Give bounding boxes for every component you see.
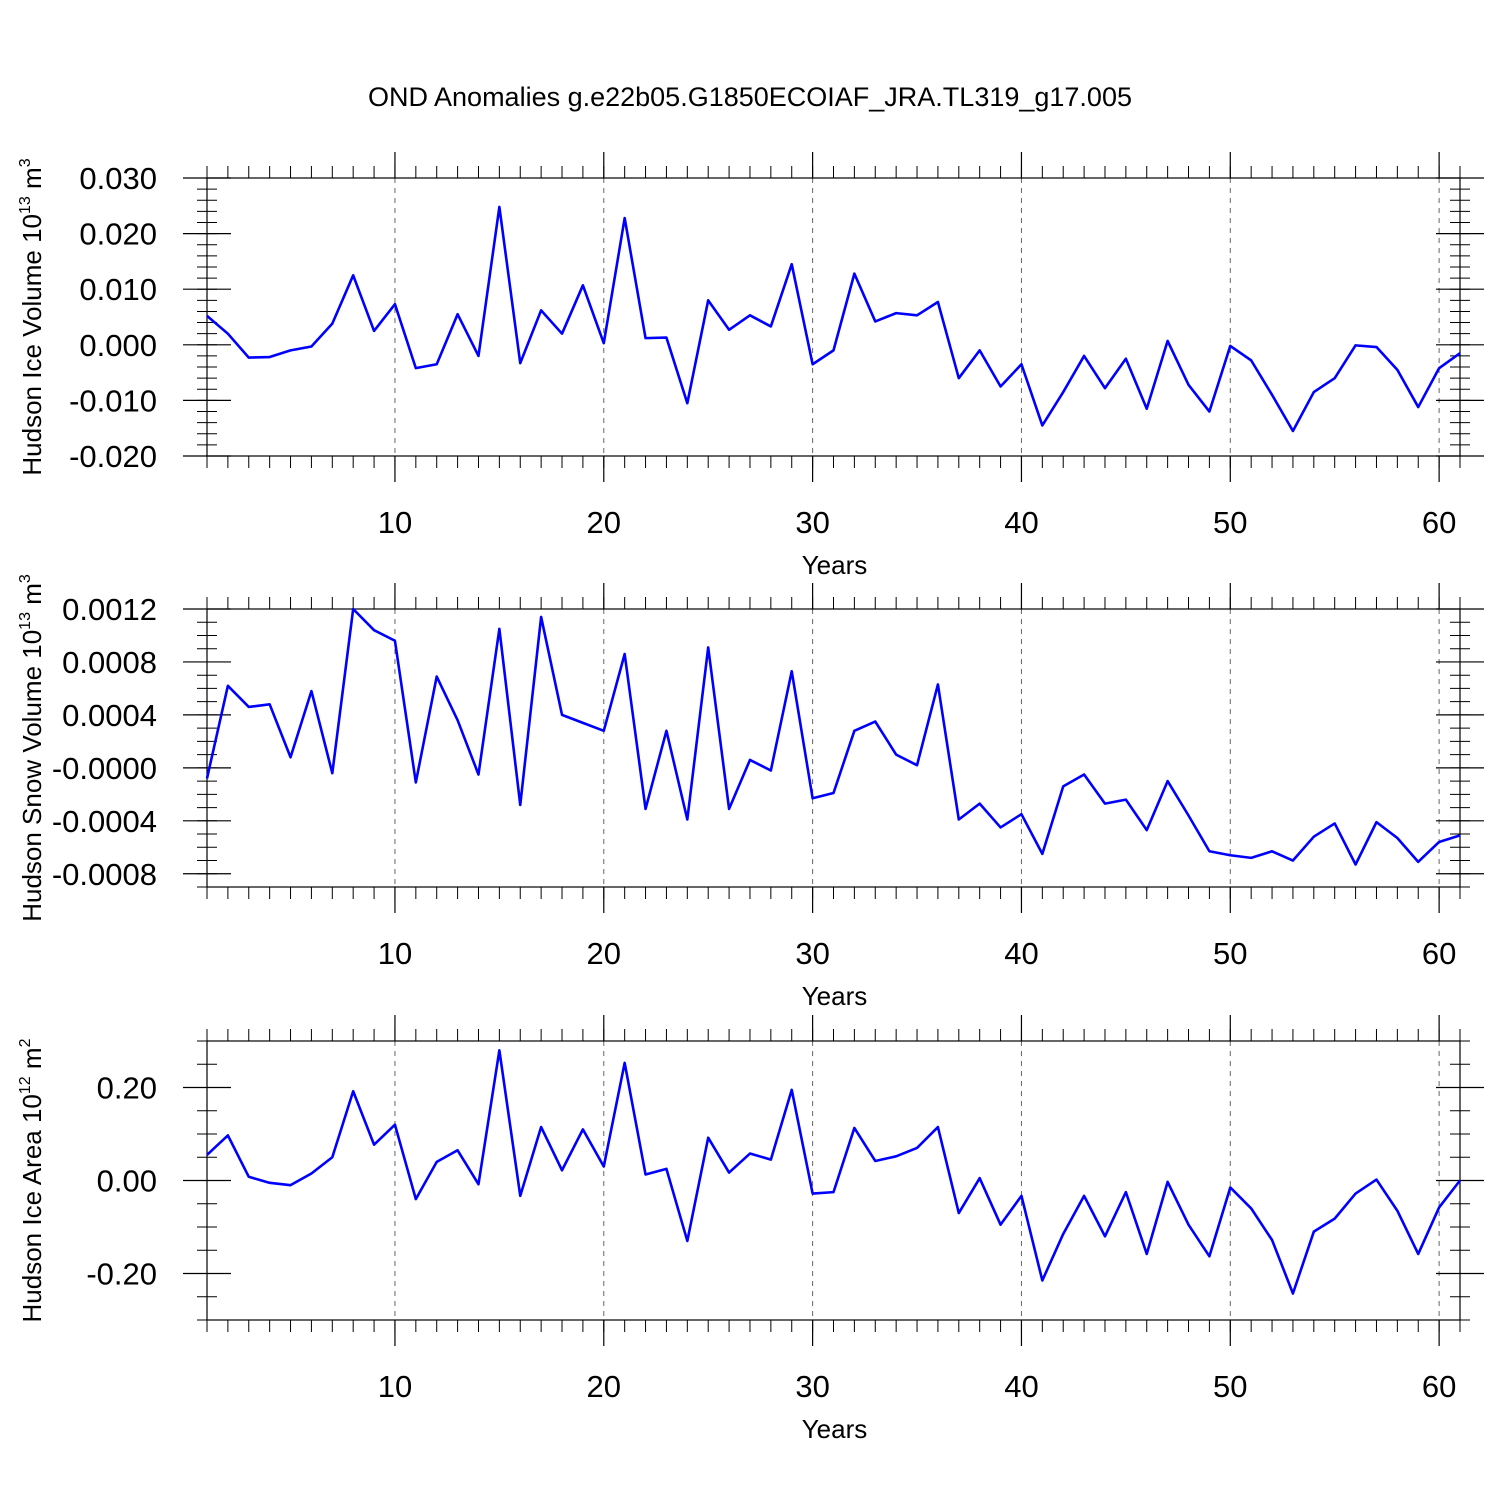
chart-title: OND Anomalies g.e22b05.G1850ECOIAF_JRA.T… xyxy=(368,82,1132,112)
x-tick-label: 10 xyxy=(378,505,412,540)
x-tick-label: 50 xyxy=(1213,936,1247,971)
panel-ice-volume: -0.020 -0.010 0.000 0.010 0.020 0.030 10 20 30 40… xyxy=(17,152,1484,580)
x-tick-label: 60 xyxy=(1422,1369,1456,1404)
y-tick-label: -0.010 xyxy=(69,383,157,418)
x-tick-label: 20 xyxy=(587,936,621,971)
y-tick-label: -0.020 xyxy=(69,439,157,474)
x-axis-label: Years xyxy=(802,550,868,580)
y-tick-label: 0.010 xyxy=(79,272,157,307)
x-axis-label: Years xyxy=(802,1414,868,1444)
y-tick-label: 0.030 xyxy=(79,161,157,196)
x-tick-label: 10 xyxy=(378,1369,412,1404)
y-tick-label: -0.20 xyxy=(86,1257,157,1292)
x-tick-label: 20 xyxy=(587,1369,621,1404)
x-tick-label: 30 xyxy=(795,936,829,971)
series-line xyxy=(206,205,1461,433)
x-tick-label: 30 xyxy=(795,1369,829,1404)
y-tick-label: 0.20 xyxy=(97,1071,157,1106)
y-tick-label: 0.00 xyxy=(97,1164,157,1199)
x-tick-label: 50 xyxy=(1213,505,1247,540)
series-line xyxy=(205,607,1461,866)
x-tick-label: 60 xyxy=(1422,936,1456,971)
y-tick-label: -0.0004 xyxy=(52,804,157,839)
x-tick-label: 40 xyxy=(1004,1369,1038,1404)
x-tick-label: 10 xyxy=(378,936,412,971)
y-tick-label: 0.0004 xyxy=(62,698,157,733)
y-tick-label: -0.0008 xyxy=(52,857,157,892)
x-tick-label: 40 xyxy=(1004,505,1038,540)
y-tick-label: 0.0008 xyxy=(62,645,157,680)
series-line xyxy=(206,1049,1462,1295)
y-axis-label: Hudson Ice Volume 1013 m3 xyxy=(17,158,47,475)
plot-frame xyxy=(206,608,1461,888)
x-tick-label: 20 xyxy=(587,505,621,540)
y-tick-label: 0.020 xyxy=(79,217,157,252)
x-tick-label: 30 xyxy=(795,505,829,540)
y-tick-label: 0.000 xyxy=(79,328,157,363)
y-axis-label: Hudson Snow Volume 1013 m3 xyxy=(17,574,47,922)
y-tick-label: 0.0012 xyxy=(62,592,157,627)
y-axis-label: Hudson Ice Area 1012 m2 xyxy=(17,1038,47,1322)
x-tick-label: 60 xyxy=(1422,505,1456,540)
panel-snow-volume: -0.0008 -0.0004 -0.0000 0.0004 0.0008 0.0012 1… xyxy=(17,574,1484,1011)
x-tick-label: 50 xyxy=(1213,1369,1247,1404)
y-tick-label: -0.0000 xyxy=(52,751,157,786)
panel-ice-area: -0.20 0.00 0.20 10 20 30 40 50 60 Years Hudson Ice… xyxy=(17,1015,1484,1444)
x-axis-label: Years xyxy=(802,981,868,1011)
x-tick-label: 40 xyxy=(1004,936,1038,971)
